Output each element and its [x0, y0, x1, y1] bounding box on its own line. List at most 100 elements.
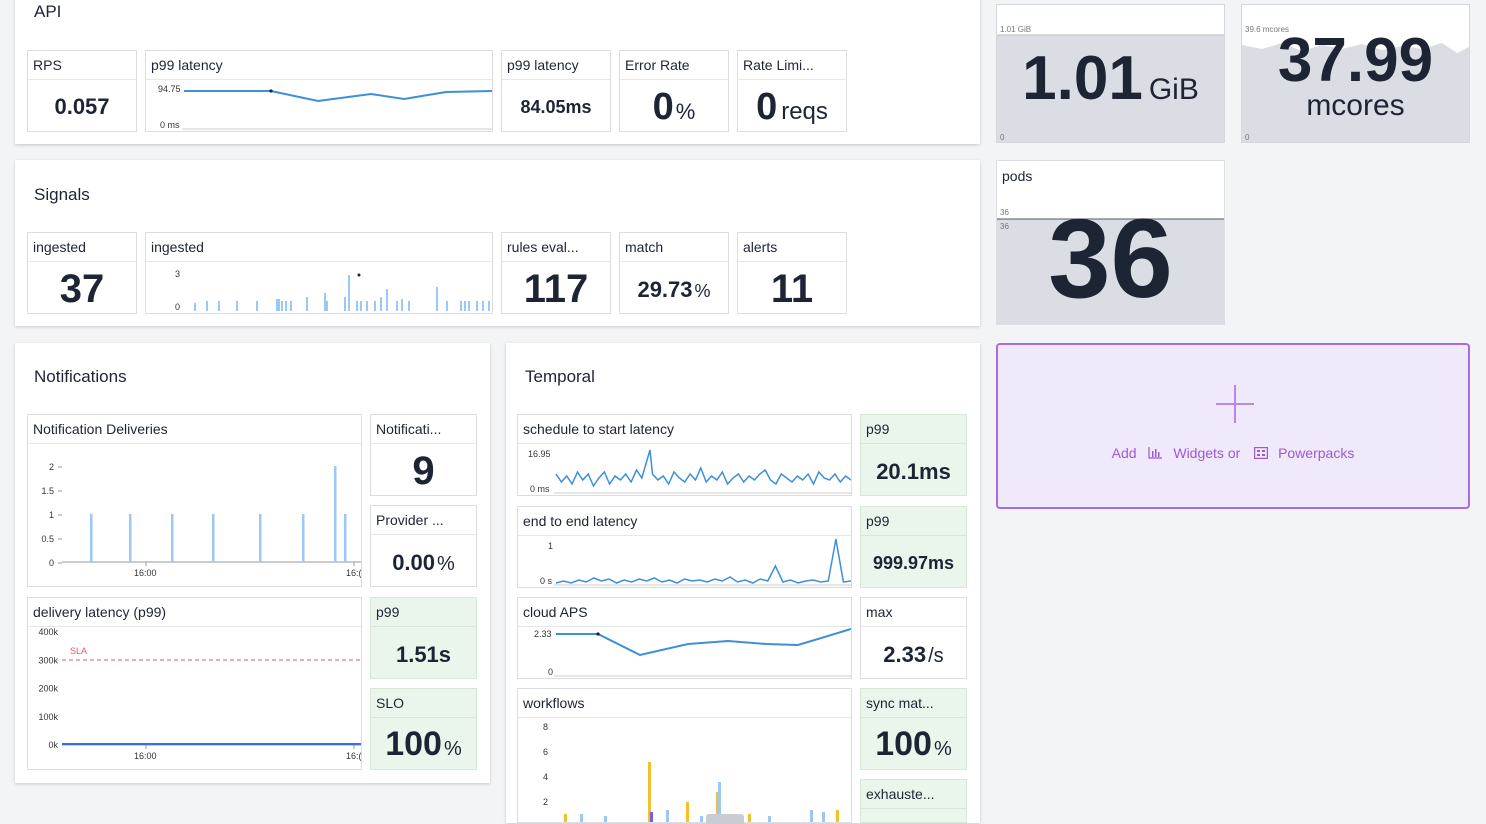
- memory-ymin: 0: [1000, 133, 1005, 142]
- deliveries-ytick: 0.5: [41, 534, 54, 544]
- cloud-aps-title: cloud APS: [523, 604, 588, 620]
- provider-widget[interactable]: Provider ... 0.00%: [370, 505, 477, 587]
- e2e-p99-value: 999.97ms: [872, 553, 955, 573]
- cpu-ymax: 39.6 mcores: [1245, 25, 1289, 34]
- widgets-icon: [1148, 446, 1163, 462]
- ingested-bar: [468, 301, 470, 311]
- cpu-widget[interactable]: 39.6 mcores 0 37.99 mcores: [1241, 4, 1470, 143]
- deliveries-bar: [171, 514, 174, 562]
- sync-match-widget[interactable]: sync mat... 100%: [860, 688, 967, 770]
- error-rate-title: Error Rate: [625, 57, 690, 73]
- workflows-bar: [822, 812, 825, 822]
- memory-widget[interactable]: 1.01 GiB 0 1.01 GiB: [996, 4, 1225, 143]
- e2e-latency-chart: 1 0 s: [540, 538, 851, 586]
- deliveries-bars: [90, 466, 347, 562]
- latency-ytick: 200k: [38, 684, 58, 694]
- latency-ytick: 300k: [38, 655, 58, 665]
- e2e-ymin: 0 s: [540, 576, 553, 586]
- ingested-bar: [256, 301, 258, 311]
- rate-limit-widget[interactable]: Rate Limi... 0 reqs: [737, 50, 847, 132]
- ingested-bar: [356, 301, 358, 311]
- ingested-bar: [408, 301, 410, 311]
- p99-latency-chart-widget[interactable]: p99 latency 94.75 0 ms: [145, 50, 493, 132]
- deliveries-xtick-0: 16:00: [134, 568, 157, 578]
- ingested-bar: [366, 301, 368, 311]
- slo-widget[interactable]: SLO 100%: [370, 688, 477, 770]
- schedule-p99-title: p99: [866, 421, 890, 437]
- temporal-group-title: Temporal: [525, 367, 595, 386]
- ingested-bar: [285, 301, 287, 311]
- ingested-bar: [306, 297, 308, 311]
- workflows-bar: [604, 816, 607, 822]
- rate-limit-title: Rate Limi...: [743, 57, 814, 73]
- sla-label: SLA: [70, 646, 87, 656]
- notifications-count-widget[interactable]: Notificati... 9: [370, 414, 477, 496]
- ingested-chart-ymin: 0: [175, 302, 180, 312]
- drag-handle-icon[interactable]: [706, 814, 744, 824]
- cloud-aps-widget[interactable]: cloud APS 2.33 0: [517, 597, 852, 679]
- ingested-bar: [476, 301, 478, 311]
- aps-max-title: max: [866, 604, 893, 620]
- deliveries-ytick: 0: [49, 558, 54, 568]
- delivery-latency-widget[interactable]: delivery latency (p99) 400k 300k 200k 100k 0…: [27, 597, 362, 770]
- workflows-bar: [810, 810, 813, 822]
- cloud-aps-chart: 2.33 0: [534, 628, 851, 677]
- match-widget[interactable]: match 29.73%: [619, 232, 729, 314]
- ingested-bar: [374, 301, 376, 311]
- ingested-bar: [380, 297, 382, 311]
- schedule-p99-widget[interactable]: p99 20.1ms: [860, 414, 967, 496]
- rules-eval-title: rules eval...: [507, 239, 579, 255]
- workflows-bar: [580, 814, 583, 822]
- schedule-p99-value: 20.1ms: [876, 459, 951, 484]
- signals-group: Signals ingested 37 ingested 3 0 rules e…: [15, 160, 980, 326]
- p99-latency-widget[interactable]: p99 latency 84.05ms: [501, 50, 611, 132]
- e2e-latency-widget[interactable]: end to end latency 1 0 s: [517, 506, 852, 588]
- match-value: 29.73: [637, 277, 693, 302]
- workflows-bar: [648, 762, 651, 822]
- add-widgets-link[interactable]: Widgets or: [1173, 445, 1241, 461]
- alerts-widget[interactable]: alerts 11: [737, 232, 847, 314]
- ingested-chart-widget[interactable]: ingested 3 0: [145, 232, 493, 314]
- rps-widget[interactable]: RPS 0.057: [27, 50, 137, 132]
- schedule-latency-chart: 16.95 0 ms: [528, 449, 851, 494]
- add-powerpacks-link[interactable]: Powerpacks: [1278, 445, 1355, 461]
- workflows-widget[interactable]: workflows 8 6 4 2: [517, 688, 852, 824]
- cpu-value: 37.99: [1277, 26, 1434, 95]
- ingested-bar: [396, 301, 398, 311]
- ingested-bar: [436, 287, 438, 311]
- sync-match-value: 100: [875, 725, 932, 763]
- rate-limit-value: 0: [756, 86, 778, 128]
- exhausted-widget[interactable]: exhauste...: [860, 779, 967, 823]
- delivery-p99-value: 1.51s: [395, 642, 452, 667]
- notification-deliveries-title: Notification Deliveries: [33, 421, 168, 437]
- ingested-widget[interactable]: ingested 37: [27, 232, 137, 314]
- pods-ytop: 36: [1000, 208, 1009, 217]
- e2e-latency-title: end to end latency: [523, 513, 638, 529]
- workflows-bar: [666, 810, 669, 822]
- add-plus-icon[interactable]: [1216, 385, 1254, 423]
- pods-value: 36: [1048, 196, 1173, 321]
- slo-unit: %: [443, 738, 462, 760]
- e2e-p99-widget[interactable]: p99 999.97ms: [860, 506, 967, 588]
- workflows-bar: [716, 792, 719, 822]
- delivery-p99-widget[interactable]: p99 1.51s: [370, 597, 477, 679]
- add-widgets-placeholder[interactable]: Add Widgets or Powerpacks: [996, 343, 1470, 509]
- latency-ytick: 400k: [38, 627, 58, 637]
- rules-eval-value: 117: [523, 267, 589, 311]
- memory-ymax: 1.01 GiB: [1000, 25, 1031, 34]
- ingested-bar-chart: 3 0: [175, 269, 490, 312]
- rps-value: 0.057: [54, 94, 110, 119]
- rules-eval-widget[interactable]: rules eval... 117: [501, 232, 611, 314]
- schedule-latency-widget[interactable]: schedule to start latency 16.95 0 ms: [517, 414, 852, 496]
- aps-max-widget[interactable]: max 2.33/s: [860, 597, 967, 679]
- pods-ymid: 36: [1000, 222, 1009, 231]
- notification-deliveries-bar-chart: 2 1.5 1 0.5 0 16:00 16:(: [41, 462, 361, 578]
- latency-xtick-1: 16:(: [346, 751, 361, 761]
- notifications-count-title: Notificati...: [376, 421, 442, 437]
- notification-deliveries-widget[interactable]: Notification Deliveries 2 1.5 1 0.5 0 16:00 …: [27, 414, 362, 587]
- pods-widget[interactable]: pods 36 36 36: [996, 160, 1225, 325]
- ingested-bar: [360, 301, 362, 311]
- deliveries-bar: [212, 514, 215, 562]
- error-rate-widget[interactable]: Error Rate 0%: [619, 50, 729, 132]
- slo-title: SLO: [376, 695, 405, 711]
